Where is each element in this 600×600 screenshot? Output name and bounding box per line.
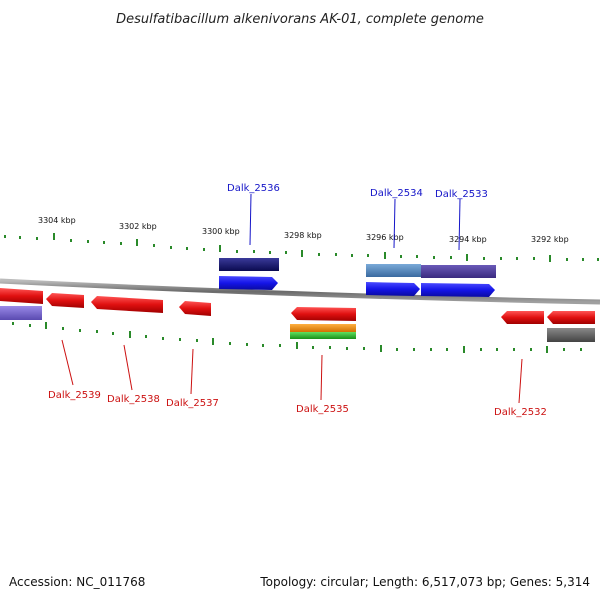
gene-dalk-2539[interactable] [46,293,84,308]
gene-label-dalk-2532[interactable]: Dalk_2532 [494,407,547,418]
gene-label-dalk-2537[interactable]: Dalk_2537 [166,398,219,409]
gene-dalk-2534[interactable] [366,282,420,296]
scale-label: 3292 kbp [531,235,569,244]
gene-dalk-2536[interactable] [219,276,278,290]
inner-scale-ticks [12,322,582,353]
gene-dalk-2535[interactable] [291,307,356,321]
scale-label: 3298 kbp [284,231,322,240]
gene-dalk-2538[interactable] [91,296,163,313]
gene-dalk-2531[interactable] [547,311,595,324]
gene-dalk-2536-track[interactable] [219,258,279,271]
gene-dalk-2535-track-green[interactable] [290,332,356,339]
gene-label-dalk-2539[interactable]: Dalk_2539 [48,390,101,401]
leader-dalk-2536 [249,193,252,246]
leader-dalk-2537 [190,348,194,395]
leader-dalk-2532 [518,358,523,404]
gene-dalk-2537[interactable] [179,301,211,316]
leader-dalk-2533 [458,198,461,251]
genome-backbone [0,278,600,305]
gene-dalk-2531-track[interactable] [547,328,595,342]
leader-dalk-2534 [393,198,396,249]
gene-dalk-2534-track[interactable] [366,264,421,277]
leader-dalk-2535 [320,354,323,401]
genome-summary-text: Topology: circular; Length: 6,517,073 bp… [259,575,590,589]
label-leaders [61,193,523,404]
leader-dalk-2538 [123,344,133,391]
accession-text: Accession: NC_011768 [9,575,145,589]
scale-label: 3304 kbp [38,216,76,225]
scale-label: 3294 kbp [449,235,487,244]
outer-scale-ticks [4,233,599,262]
leader-dalk-2539 [61,339,74,386]
reverse-genes[interactable] [0,288,595,342]
scale-label: 3302 kbp [119,222,157,231]
gene-labels[interactable]: Dalk_2536 Dalk_2534 Dalk_2533 Dalk_2539 … [48,183,547,418]
gene-dalk-2540-track[interactable] [0,306,42,320]
scale-label: 3300 kbp [202,227,240,236]
gene-dalk-2540[interactable] [0,288,43,304]
gene-dalk-2533[interactable] [421,283,495,297]
gene-label-dalk-2533[interactable]: Dalk_2533 [435,189,488,200]
gene-label-dalk-2535[interactable]: Dalk_2535 [296,404,349,415]
gene-dalk-2533-track[interactable] [421,265,496,278]
map-title: Desulfatibacillum alkenivorans AK-01, co… [116,12,484,27]
scale-label: 3296 kbp [366,233,404,242]
scale-labels: 3304 kbp 3302 kbp 3300 kbp 3298 kbp 3296… [38,216,569,244]
gene-dalk-2535-track-orange[interactable] [290,324,356,332]
gene-label-dalk-2534[interactable]: Dalk_2534 [370,188,423,199]
gene-label-dalk-2538[interactable]: Dalk_2538 [107,394,160,405]
gene-dalk-2532[interactable] [501,311,544,324]
forward-genes[interactable] [219,258,496,297]
gene-label-dalk-2536[interactable]: Dalk_2536 [227,183,280,194]
